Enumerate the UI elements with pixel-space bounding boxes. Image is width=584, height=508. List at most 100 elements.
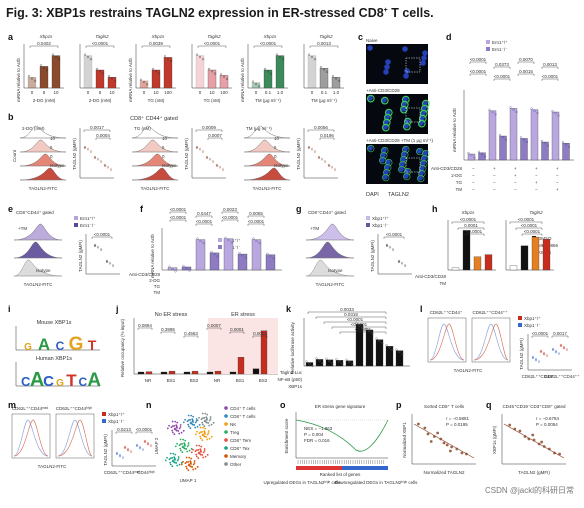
- a-bar-0-2: [51, 55, 61, 89]
- f-row-0: Anti-CD3/CD28: [129, 272, 161, 277]
- k-bar-4: [345, 360, 354, 367]
- n-legend-7: Other: [230, 462, 242, 467]
- n-legend-swatch-1: [224, 414, 228, 418]
- n-point-7: [203, 416, 206, 419]
- a-pval-1: [85, 45, 115, 48]
- p-stat-1: P = 0.0195: [446, 422, 468, 427]
- c-nucleus: [422, 150, 428, 156]
- d-dot-1: [483, 155, 487, 158]
- a-dot-3-1: [210, 70, 214, 73]
- g-dots-a: [388, 246, 392, 249]
- panel-j: j Relative occupancy (% input) No ER stre…: [116, 304, 282, 396]
- q-point: [537, 442, 541, 446]
- i-logo-letter-0-3: G: [69, 334, 84, 355]
- n-point-5: [173, 458, 176, 461]
- n-point-6: [193, 462, 196, 464]
- l-pval-1: [551, 335, 569, 338]
- c-legend-dapi: DAPI: [366, 192, 379, 198]
- d-dot-6: [530, 107, 533, 110]
- g-legend-swatch-1: [366, 223, 370, 227]
- c-nucleus: [404, 168, 410, 174]
- panel-q: q CD45⁺CD19⁻CD3⁺CD8⁺ gated XBP1s (gMFI) TA…: [486, 400, 582, 490]
- panel-p: p Sorted CD8⁺ T cells Normalized XBP1 Norm…: [396, 400, 482, 490]
- b-pval-b-0: [95, 137, 111, 140]
- n-point-0: [177, 430, 180, 432]
- j-pval-5: [252, 335, 268, 338]
- i-motif-name-0: Mouse XBP1s: [37, 320, 72, 326]
- c-nucleus: [416, 148, 422, 154]
- d-bar-3: [499, 135, 507, 161]
- n-point-0: [171, 431, 174, 434]
- h-bar-1-2: [531, 236, 540, 271]
- d-pval-0-label: <0.0001: [470, 57, 487, 62]
- b-flow-0-hist-2: [19, 153, 67, 167]
- c-nucleus: [402, 146, 408, 152]
- panel-d-bars: Ern1⁺/⁺ Ern1⁻/⁻ mRNA relative to Actb <0.00…: [431, 40, 574, 192]
- q-point: [532, 438, 536, 442]
- p-point: [423, 426, 427, 430]
- d-dot-3: [501, 136, 505, 139]
- k-dot-0: [311, 365, 314, 368]
- n-point-7: [209, 416, 212, 418]
- e-pval-label: <0.0001: [94, 232, 111, 237]
- l-dots-3: [562, 347, 566, 350]
- m-pval-1-label: <0.0001: [136, 427, 153, 432]
- d-pval-3: [541, 66, 559, 69]
- a-dot-5-0: [310, 55, 314, 58]
- h-pval-1: [457, 227, 485, 230]
- d-row-mark: −: [472, 173, 475, 178]
- b-flow-0-hist-0: [19, 125, 67, 139]
- n-point-4: [199, 452, 201, 455]
- m-dots-3: [143, 439, 147, 443]
- a-dot-0-2: [54, 55, 58, 58]
- e-header: CD8⁺CD44⁺ gated: [16, 210, 54, 215]
- j-pval-2-label: 0.4563: [184, 331, 198, 336]
- e-dots-a: [96, 246, 100, 249]
- n-point-0: [179, 426, 182, 428]
- j-cat-0: NR: [145, 378, 152, 383]
- k-dot-3: [341, 362, 344, 365]
- e-dots-a: [93, 244, 97, 247]
- l-dots-2: [551, 347, 555, 351]
- a-pval-0: [29, 45, 59, 48]
- c-tagln2-ring: [417, 175, 425, 183]
- a-dot-1-1: [98, 70, 102, 73]
- d-row-mark: +: [493, 166, 496, 171]
- b-dots-2-2: [333, 168, 337, 171]
- j-bar-1-0: [160, 371, 168, 375]
- b-dots-0-2: [106, 166, 110, 169]
- h-bar-0-3: [484, 254, 493, 271]
- d-legend-1: Ern1⁻/⁻: [492, 47, 508, 52]
- e-legend-swatch-0: [74, 216, 78, 220]
- b-treat-2: TM (μg ml⁻¹): [246, 126, 272, 131]
- c-nucleus: [417, 175, 423, 181]
- i-logo-letter-0-4: T: [88, 337, 97, 353]
- a-dot-1-0: [83, 53, 87, 56]
- n-point-2: [194, 433, 197, 436]
- l-cond-1: CD62L⁺⁺CD44⁺⁺: [472, 310, 508, 315]
- j-group-0: No ER stress: [155, 312, 188, 318]
- f-dot-5: [238, 251, 241, 255]
- h-bar-0-2: [473, 256, 482, 271]
- j-pval-4-label: 0.0001: [230, 327, 244, 332]
- b-legend-1-1: 5: [162, 145, 165, 150]
- n-point-1: [198, 423, 201, 426]
- n-point-6: [182, 460, 184, 463]
- p-point: [442, 441, 446, 445]
- j-cat-3: NR: [214, 378, 221, 383]
- g-flow-hist-2: [305, 259, 355, 277]
- d-pval-4-label: <0.0001: [470, 69, 487, 74]
- l-legend-swatch-0: [518, 316, 522, 320]
- d-pval-7: [541, 78, 559, 81]
- e-legend-swatch-1: [74, 223, 78, 227]
- d-pval-4: [469, 73, 487, 76]
- c-nucleus: [403, 73, 409, 79]
- n-point-0: [168, 424, 170, 427]
- n-point-5: [168, 458, 171, 461]
- n-point-6: [192, 463, 195, 466]
- f-pval-7-label: <0.0001: [248, 219, 265, 224]
- c-tagln2-ring: [366, 94, 375, 103]
- b-flow-1-hist-1: [131, 139, 179, 153]
- b-dots-1-2: [215, 164, 219, 167]
